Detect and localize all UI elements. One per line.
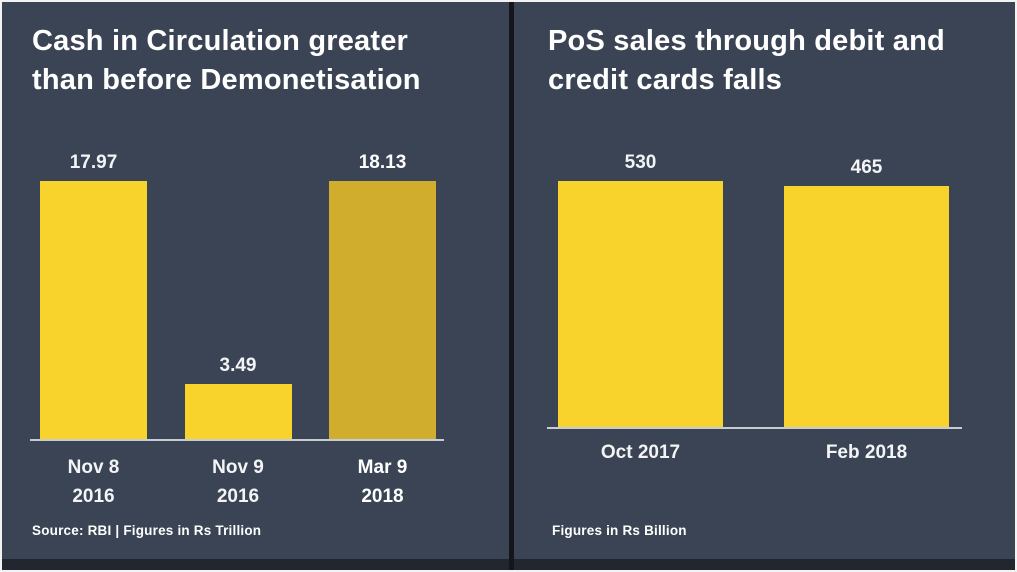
bar-value-label: 17.97 xyxy=(69,152,118,173)
bar xyxy=(784,185,949,427)
chart-title-line-1: PoS sales through debit and xyxy=(548,25,945,57)
x-axis-label-line: Mar 9 xyxy=(357,457,408,478)
chart-title: Cash in Circulation greater than before … xyxy=(32,22,421,100)
x-axis-label-line: Nov 8 xyxy=(67,457,120,478)
x-axis-line xyxy=(547,427,962,429)
x-axis-label: Mar 9 2018 xyxy=(329,453,436,512)
x-axis-label-line: 2016 xyxy=(72,486,115,508)
chart-title-line-2: than before Demonetisation xyxy=(32,64,421,97)
bar-plot: 530 465 xyxy=(558,152,949,427)
x-axis-label-line: Nov 9 xyxy=(212,457,264,478)
panel-divider xyxy=(509,2,514,570)
x-axis-label-line: 2018 xyxy=(361,486,404,508)
bar-value-label: 3.49 xyxy=(219,354,257,376)
chart-title-line-2: credit cards falls xyxy=(548,64,783,97)
x-axis-label: Nov 8 2016 xyxy=(40,453,147,512)
source-note: Source: RBI | Figures in Rs Trillion xyxy=(32,523,262,538)
x-axis-label: Feb 2018 xyxy=(784,438,949,467)
x-axis-label: Oct 2017 xyxy=(558,438,723,467)
x-axis-label-line: Oct 2017 xyxy=(600,442,681,463)
x-axis-labels: Nov 8 2016 Nov 9 2016 Mar 9 2018 xyxy=(40,453,436,512)
chart-pos-sales: PoS sales through debit and credit cards… xyxy=(515,2,1015,570)
bar-value-label: 18.13 xyxy=(358,152,407,173)
bottom-strip xyxy=(2,559,1015,570)
bar-column: 17.97 xyxy=(40,152,147,439)
bar-column: 3.49 xyxy=(184,152,292,439)
bar-column: 465 xyxy=(784,152,949,427)
bar-column: 530 xyxy=(558,152,723,427)
bar xyxy=(184,383,292,439)
bar-plot: 17.97 3.49 18.13 xyxy=(40,152,436,439)
x-axis-label-line: 2016 xyxy=(216,486,260,508)
bar xyxy=(40,181,147,439)
x-axis-label: Nov 9 2016 xyxy=(185,453,292,512)
x-axis-label-line: Feb 2018 xyxy=(825,442,908,463)
chart-title: PoS sales through debit and credit cards… xyxy=(548,22,945,100)
bar-value-label: 530 xyxy=(624,152,657,173)
unit-note: Figures in Rs Billion xyxy=(552,523,687,538)
bar xyxy=(558,181,723,427)
x-axis-line xyxy=(30,439,444,441)
chart-title-line-1: Cash in Circulation greater xyxy=(32,25,409,57)
bar xyxy=(329,181,436,439)
bar-column: 18.13 xyxy=(329,152,436,439)
x-axis-labels: Oct 2017 Feb 2018 xyxy=(558,438,949,467)
chart-cash-in-circulation: Cash in Circulation greater than before … xyxy=(2,2,511,570)
bar-value-label: 465 xyxy=(850,156,883,178)
